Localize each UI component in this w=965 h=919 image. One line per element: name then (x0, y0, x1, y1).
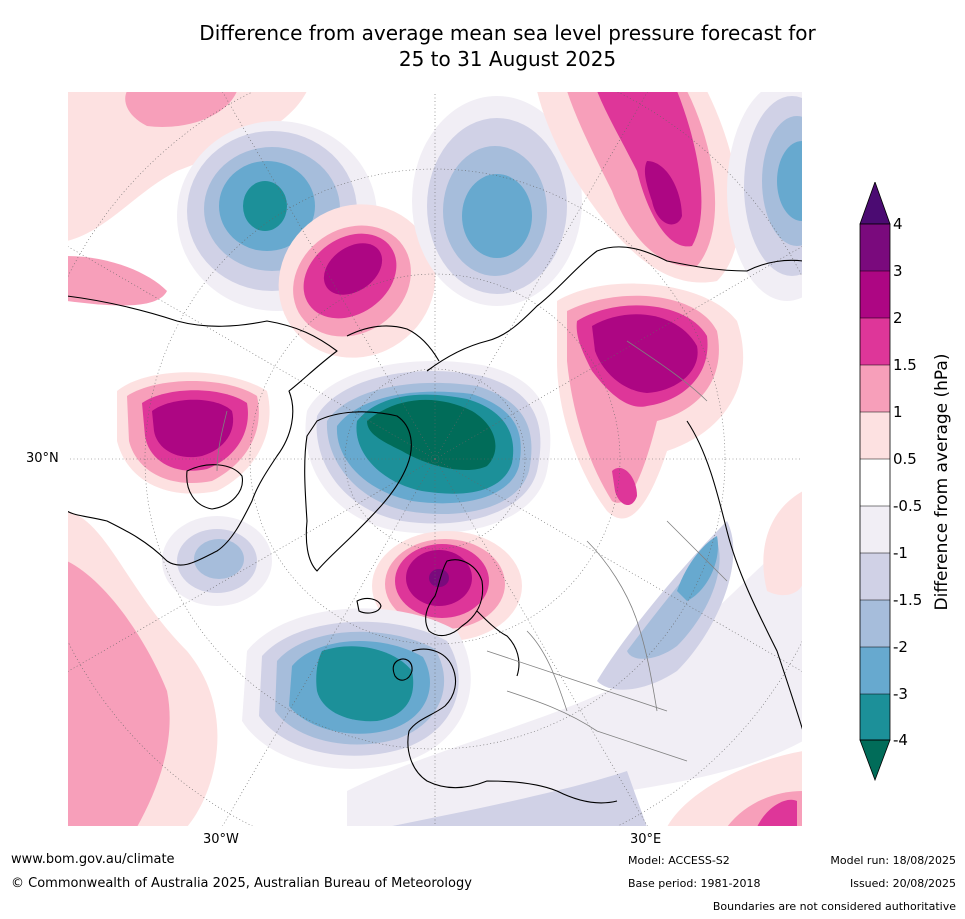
negative-anomaly-central-siberia (412, 96, 582, 306)
coast-siberia-east (346, 325, 440, 362)
colorbar-band-0.5-1 (860, 412, 890, 459)
footer-issued: Issued: 20/08/2025 (849, 877, 956, 890)
coast-north-america (67, 295, 338, 566)
colorbar-tick-label: -1.5 (893, 591, 923, 609)
colorbar-tick-label: -4 (893, 731, 908, 749)
positive-anomaly-subtropical-atlantic (67, 511, 218, 827)
colorbar-extend-bottom (859, 739, 891, 782)
footer-copyright: © Commonwealth of Australia 2025, Austra… (11, 876, 472, 891)
footer-disclaimer: Boundaries are not considered authoritat… (712, 900, 956, 913)
positive-anomaly-east-siberia (278, 204, 436, 358)
negative-anomaly-labrador (162, 516, 272, 606)
coast-europe-west (407, 648, 618, 804)
colorbar-extend-top (859, 180, 891, 225)
colorbar-band-n1.5-n2 (860, 600, 890, 647)
negative-anomaly-north-atlantic (242, 608, 471, 769)
colorbar-tick-label: 1 (893, 403, 903, 421)
colorbar-tick-label: 2 (893, 309, 903, 327)
colorbar-band-n3-n4 (860, 694, 890, 740)
country-borders (216, 340, 728, 762)
colorbar-outline (859, 223, 891, 741)
longitude-label-30w: 30°W (203, 832, 239, 847)
colorbar-tick-label: 0.5 (893, 450, 917, 468)
coast-iceland (356, 597, 382, 614)
negative-anomaly-europe (347, 521, 803, 827)
positive-anomaly-canada (117, 372, 270, 494)
longitude-label-30e: 30°E (630, 832, 662, 847)
colorbar-band-3-4 (860, 224, 890, 271)
map-border (67, 91, 803, 827)
positive-anomaly-north-africa (667, 751, 803, 827)
latitude-label-30n: 30°N (26, 451, 59, 466)
colorbar-tick-label: 3 (893, 262, 903, 280)
colorbar-band-n1-n1.5 (860, 553, 890, 600)
footer-url[interactable]: www.bom.gov.au/climate (11, 852, 175, 867)
colorbar-band-neutral (860, 459, 890, 506)
coast-eurasia-north (426, 246, 803, 372)
chart-title: Difference from average mean sea level p… (0, 20, 965, 72)
title-line-1: Difference from average mean sea level p… (199, 21, 816, 45)
colorbar-tick-label: -1 (893, 544, 908, 562)
colorbar-band-n0.5-n1 (860, 506, 890, 553)
graticule (67, 91, 803, 827)
colorbar-band-2-3 (860, 271, 890, 318)
coast-hudson-bay (186, 464, 243, 510)
coast-baltic (476, 610, 520, 677)
colorbar-tick-label: -2 (893, 638, 908, 656)
positive-anomaly-east-china-sea (763, 491, 803, 596)
colorbar-tick-label: 4 (893, 215, 903, 233)
pressure-anomaly-map (67, 91, 803, 827)
coast-asia-east (686, 420, 803, 732)
footer-base-period: Base period: 1981-2018 (628, 877, 761, 890)
negative-anomaly-arctic (305, 361, 551, 534)
positive-anomaly-central-asia (557, 283, 744, 519)
colorbar-band-1-1.5 (860, 365, 890, 412)
footer-model: Model: ACCESS-S2 (628, 854, 730, 867)
colorbar-svg (859, 180, 891, 782)
coast-scandinavia (425, 559, 484, 637)
colorbar-tick-label: 1.5 (893, 356, 917, 374)
colorbar-tick-label: -3 (893, 685, 908, 703)
coast-british-isles (392, 658, 413, 681)
colorbar-tick-label: -0.5 (893, 497, 923, 515)
title-line-2: 25 to 31 August 2025 (398, 47, 617, 71)
coast-greenland (304, 411, 412, 572)
colorbar-band-1.5-2 (860, 318, 890, 365)
colorbar (858, 180, 892, 782)
positive-anomaly-east-asia (537, 91, 740, 283)
colorbar-title: Difference from average (hPa) (932, 353, 952, 611)
coastlines (67, 246, 803, 804)
map-svg (67, 91, 803, 827)
footer-model-run: Model run: 18/08/2025 (830, 854, 956, 867)
negative-anomaly-northwest-pacific (727, 91, 803, 301)
colorbar-band-n2-n3 (860, 647, 890, 694)
